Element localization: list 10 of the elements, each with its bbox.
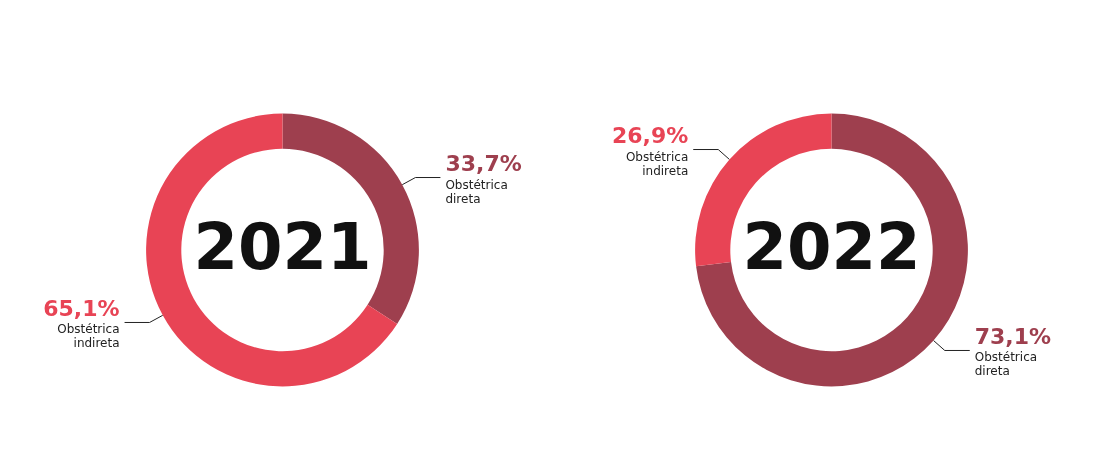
slice-label: Obstétrica indireta — [57, 322, 120, 351]
slice-label: Obstétrica indireta — [625, 149, 689, 178]
slice-label: Obstétrica direta — [974, 350, 1038, 379]
slice-label: Obstétrica direta — [445, 177, 508, 206]
data-label: 26,9% — [611, 123, 689, 149]
data-label: 33,7% — [445, 151, 522, 177]
data-label: 65,1% — [43, 295, 120, 321]
data-label: 73,1% — [974, 323, 1052, 349]
text: 2021 — [193, 209, 372, 284]
text: 2022 — [742, 209, 921, 284]
